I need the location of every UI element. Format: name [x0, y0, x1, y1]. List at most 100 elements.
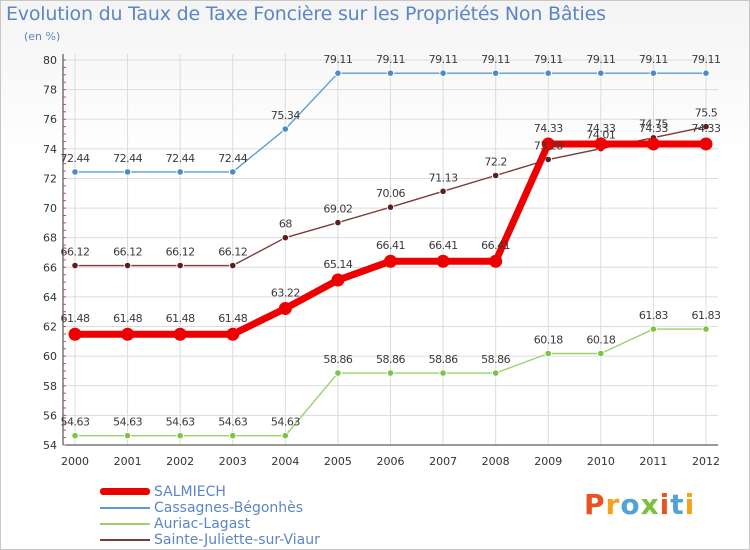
- legend-item-cassagnes: Cassagnes-Bégonhès: [100, 500, 400, 516]
- legend-swatch-cassagnes: [100, 507, 150, 509]
- data-point-cassagnes: [544, 69, 553, 77]
- data-point-auriac: [386, 369, 395, 377]
- data-point-sainte-juliette: [702, 122, 710, 131]
- legend-swatch-salmiech: [100, 488, 150, 495]
- data-label-cassagnes: 75.34: [271, 109, 300, 122]
- data-point-cassagnes: [123, 168, 132, 176]
- x-tick-label: 2003: [219, 455, 247, 468]
- data-point-auriac: [334, 369, 342, 377]
- x-tick-label: 2004: [271, 455, 299, 468]
- data-point-salmiech: [121, 327, 135, 341]
- logo-letter: P: [584, 488, 606, 521]
- data-point-sainte-juliette: [386, 203, 395, 211]
- y-tick-label: 70: [43, 202, 57, 215]
- data-label-auriac: 54.63: [218, 416, 247, 429]
- data-label-auriac: 58.86: [323, 353, 352, 366]
- data-label-cassagnes: 79.11: [692, 53, 721, 66]
- x-tick-label: 2012: [692, 455, 720, 468]
- data-point-auriac: [544, 349, 553, 358]
- logo-letter: o: [620, 488, 641, 521]
- y-tick-label: 80: [43, 54, 57, 67]
- data-label-salmiech: 66.41: [376, 239, 405, 252]
- data-point-salmiech: [699, 137, 713, 151]
- data-point-cassagnes: [439, 69, 447, 77]
- data-label-sainte-juliette: 70.06: [376, 187, 405, 200]
- data-label-salmiech: 61.48: [166, 312, 195, 325]
- data-label-auriac: 60.18: [586, 333, 615, 346]
- legend-label: SALMIECH: [154, 484, 226, 500]
- y-axis-unit: (en %): [24, 30, 61, 43]
- data-label-salmiech: 65.14: [323, 258, 352, 271]
- data-label-auriac: 58.86: [481, 353, 510, 366]
- data-label-cassagnes: 79.11: [481, 53, 510, 66]
- logo-letter: t: [670, 488, 685, 521]
- data-label-auriac: 61.83: [639, 309, 668, 322]
- data-label-cassagnes: 72.44: [113, 152, 142, 165]
- data-point-auriac: [176, 431, 184, 440]
- y-tick-label: 72: [43, 172, 57, 185]
- data-labels: 54.63 54.63 54.63 54.63 54.63 58.86 58.86 58.86…: [61, 53, 722, 429]
- y-tick-label: 76: [43, 113, 57, 126]
- x-tick-label: 2000: [61, 455, 89, 468]
- data-point-sainte-juliette: [491, 171, 500, 180]
- data-point-sainte-juliette: [123, 261, 132, 270]
- data-label-salmiech: 63.22: [271, 286, 300, 299]
- data-point-cassagnes: [71, 168, 79, 176]
- data-point-auriac: [123, 431, 132, 440]
- legend-item-auriac: Auriac-Lagast: [100, 516, 400, 532]
- y-tick-label: 60: [43, 350, 57, 363]
- series-layer: [68, 69, 713, 440]
- x-tick-label: 2009: [534, 455, 562, 468]
- legend-item-salmiech: SALMIECH: [100, 484, 400, 500]
- x-tick-label: 2010: [587, 455, 615, 468]
- data-label-salmiech: 74.33: [639, 122, 668, 135]
- data-point-sainte-juliette: [281, 233, 290, 242]
- data-point-cassagnes: [281, 125, 290, 133]
- y-tick-label: 68: [43, 232, 57, 245]
- data-label-salmiech: 61.48: [218, 312, 247, 325]
- data-label-auriac: 54.63: [271, 416, 300, 429]
- data-point-sainte-juliette: [439, 187, 447, 196]
- legend-label: Cassagnes-Bégonhès: [154, 500, 304, 516]
- data-point-salmiech: [173, 327, 187, 341]
- data-label-salmiech: 61.48: [61, 312, 90, 325]
- data-label-auriac: 58.86: [376, 353, 405, 366]
- data-label-auriac: 54.63: [61, 416, 90, 429]
- x-tick-label: 2002: [166, 455, 194, 468]
- data-label-sainte-juliette: 66.12: [61, 246, 90, 259]
- data-point-sainte-juliette: [176, 261, 184, 270]
- data-label-cassagnes: 79.11: [429, 53, 458, 66]
- data-label-cassagnes: 79.11: [323, 53, 352, 66]
- data-label-sainte-juliette: 68: [279, 218, 292, 231]
- data-label-sainte-juliette: 72.2: [484, 156, 507, 169]
- data-label-salmiech: 74.33: [534, 122, 563, 135]
- data-point-salmiech: [594, 137, 608, 151]
- data-label-salmiech: 61.48: [113, 312, 142, 325]
- data-label-cassagnes: 79.11: [376, 53, 405, 66]
- data-point-auriac: [597, 349, 605, 358]
- x-tick-label: 2005: [324, 455, 352, 468]
- data-point-auriac: [702, 325, 710, 333]
- data-label-salmiech: 66.41: [429, 239, 458, 252]
- logo-letter: i: [684, 488, 696, 521]
- data-point-salmiech: [384, 254, 397, 268]
- data-label-salmiech: 66.41: [481, 239, 510, 252]
- data-label-sainte-juliette: 74.75: [639, 118, 668, 131]
- data-point-sainte-juliette: [334, 218, 342, 227]
- data-point-cassagnes: [228, 168, 237, 176]
- y-tick-label: 54: [43, 439, 57, 452]
- data-point-salmiech: [68, 327, 82, 341]
- data-label-auriac: 60.18: [534, 333, 563, 346]
- x-tick-label: 2001: [114, 455, 142, 468]
- x-tick-label: 2008: [482, 455, 510, 468]
- data-point-cassagnes: [386, 69, 395, 77]
- data-point-cassagnes: [491, 69, 500, 77]
- logo-letter: x: [640, 488, 660, 521]
- data-point-cassagnes: [649, 69, 658, 77]
- data-label-cassagnes: 79.11: [534, 53, 563, 66]
- legend-label: Auriac-Lagast: [154, 516, 251, 532]
- y-tick-label: 78: [43, 84, 57, 97]
- data-point-sainte-juliette: [228, 261, 237, 270]
- data-label-salmiech: 74.33: [586, 122, 615, 135]
